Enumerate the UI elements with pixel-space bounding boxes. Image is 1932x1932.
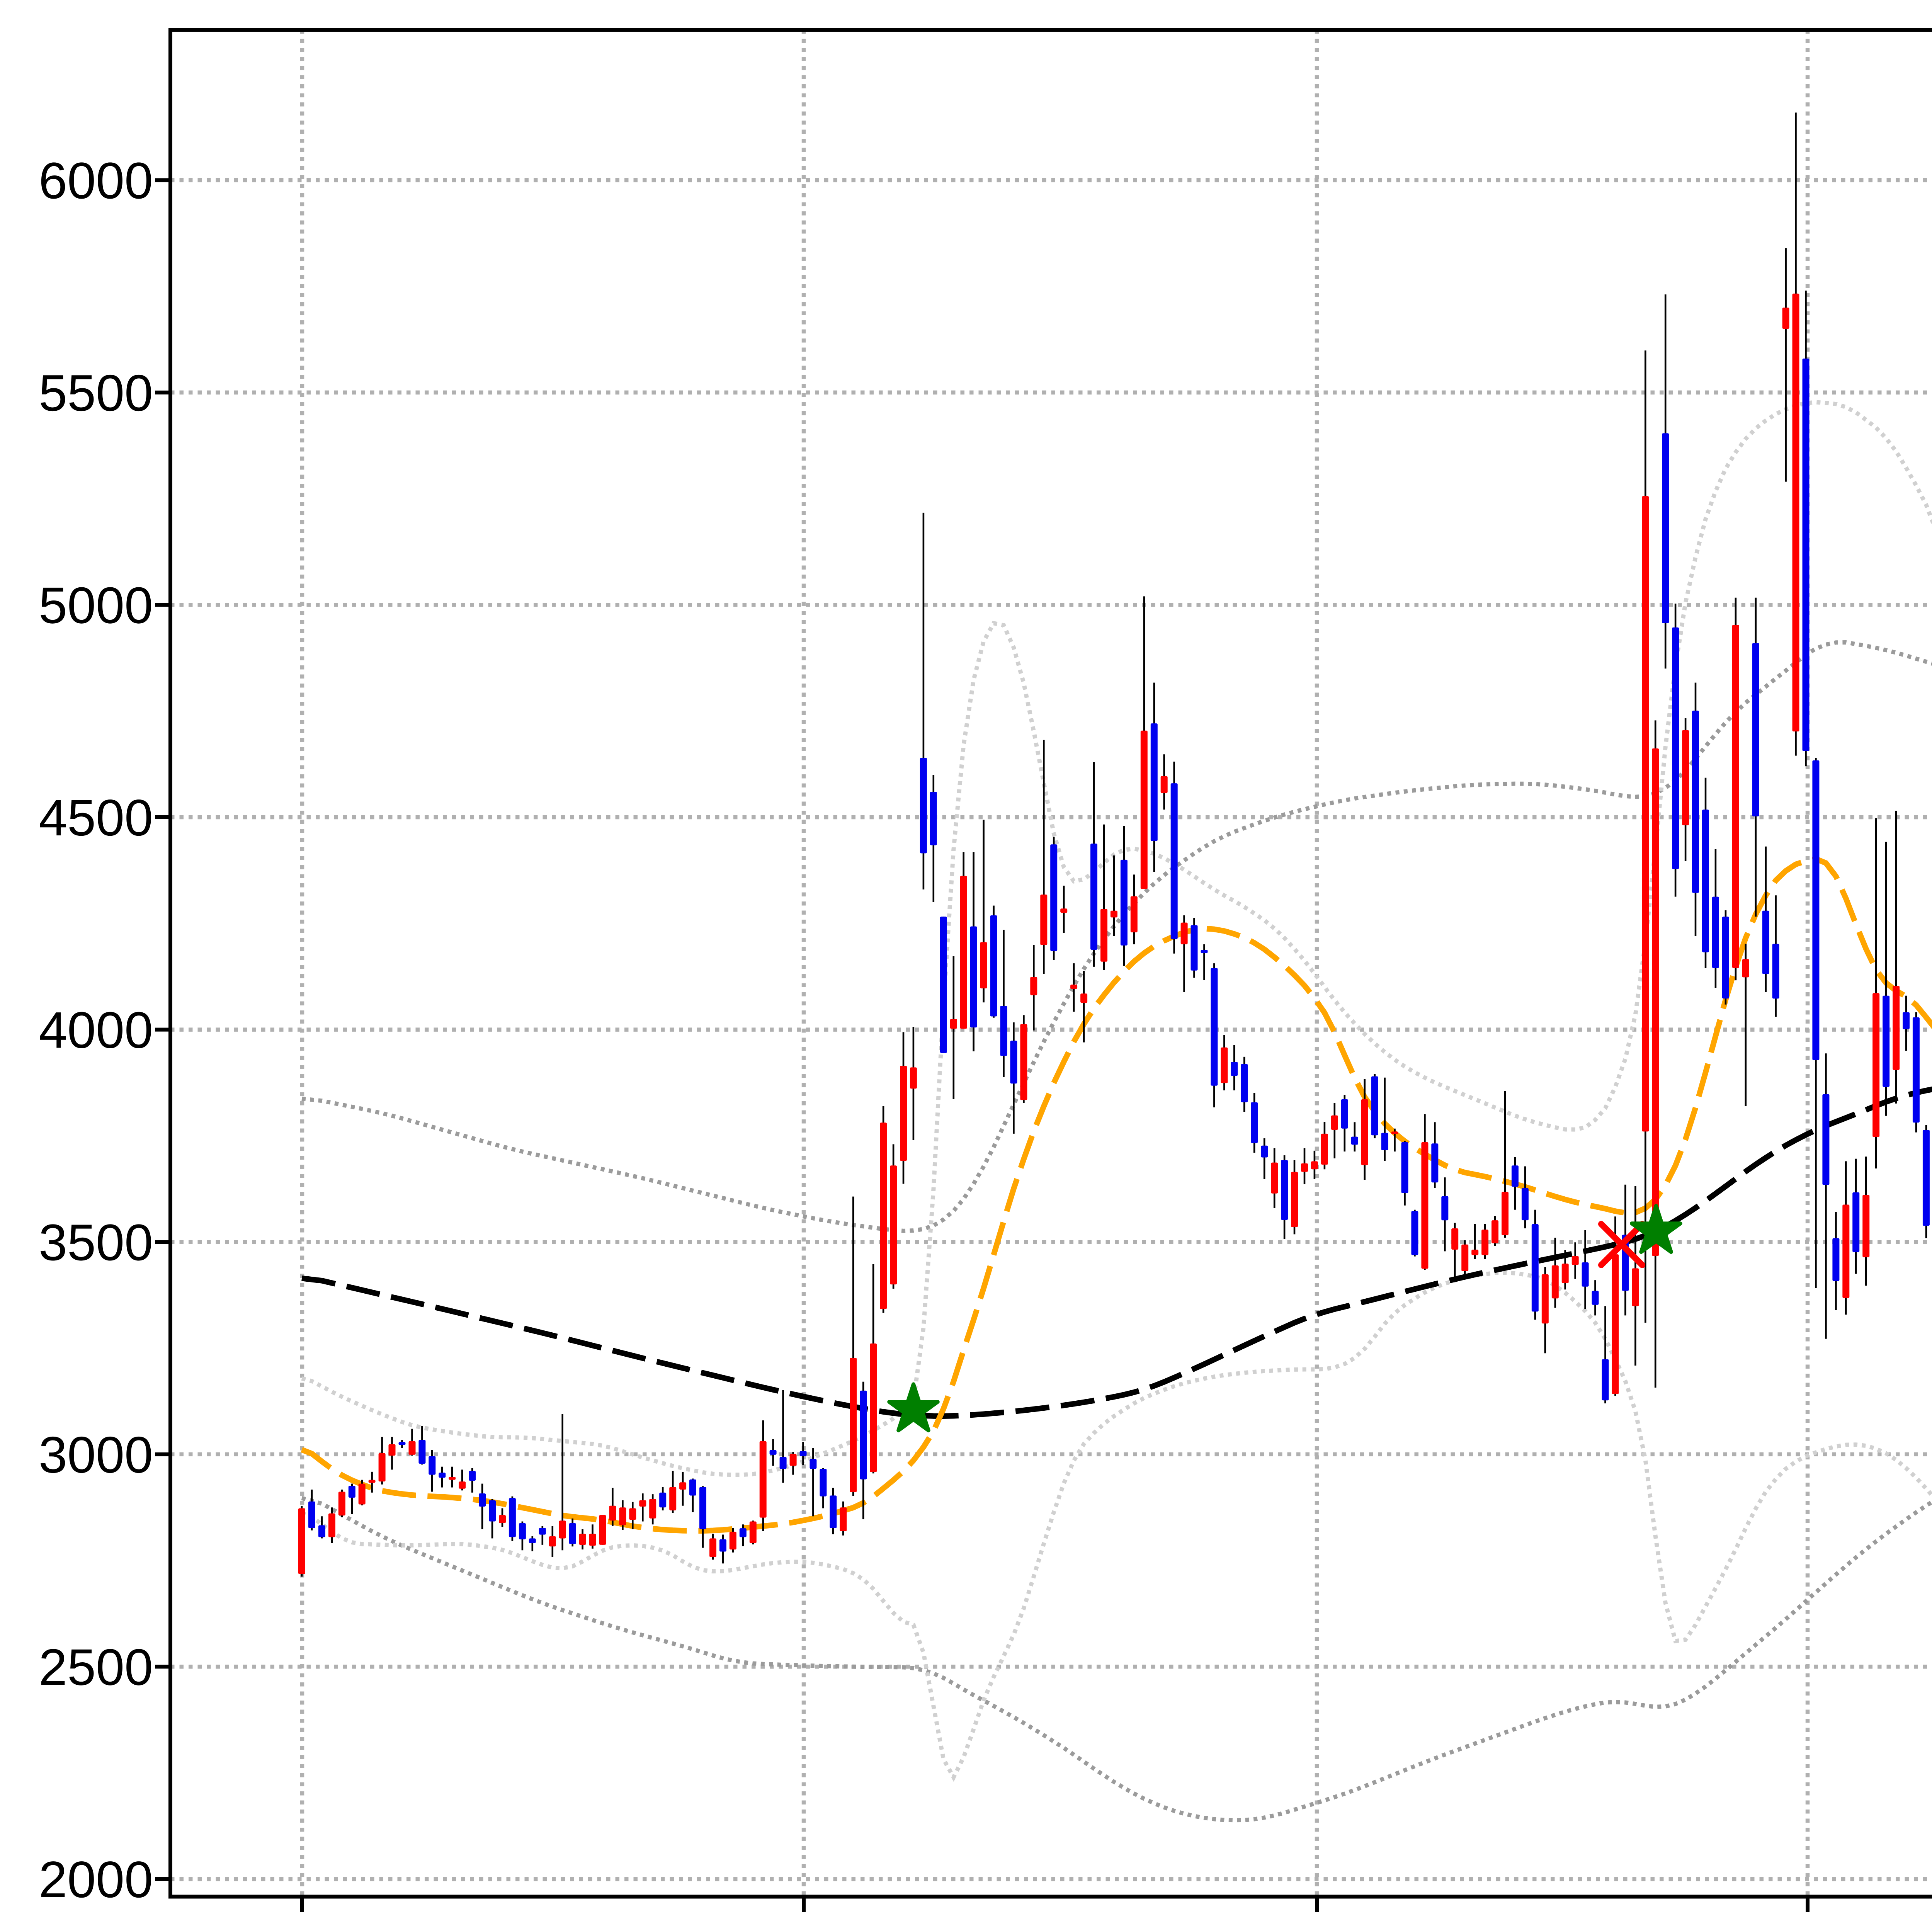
svg-text:3000: 3000 <box>39 1427 153 1484</box>
svg-text:2000: 2000 <box>39 1851 153 1908</box>
svg-text:5000: 5000 <box>39 577 153 634</box>
svg-text:5500: 5500 <box>39 365 153 422</box>
svg-text:4500: 4500 <box>39 789 153 847</box>
svg-text:6000: 6000 <box>39 152 153 209</box>
svg-text:2500: 2500 <box>39 1639 153 1696</box>
svg-text:4000: 4000 <box>39 1002 153 1059</box>
svg-text:3500: 3500 <box>39 1214 153 1271</box>
